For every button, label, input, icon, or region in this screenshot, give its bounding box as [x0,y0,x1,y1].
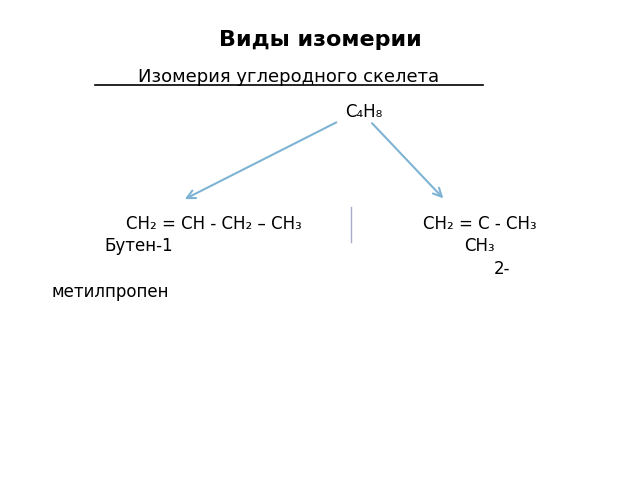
Text: метилпропен: метилпропен [51,283,169,301]
Text: CH₂ = CH - CH₂ – CH₃: CH₂ = CH - CH₂ – CH₃ [125,215,301,233]
Text: Виды изомерии: Виды изомерии [219,30,421,49]
Text: CH₂ = C - CH₃: CH₂ = C - CH₃ [423,215,536,233]
Text: C₄H₈: C₄H₈ [345,103,383,121]
Text: Бутен-1: Бутен-1 [104,237,173,254]
Text: CH₃: CH₃ [465,237,495,254]
Text: Изомерия углеродного скелета: Изомерия углеродного скелета [138,68,439,86]
Text: 2-: 2- [493,260,510,278]
